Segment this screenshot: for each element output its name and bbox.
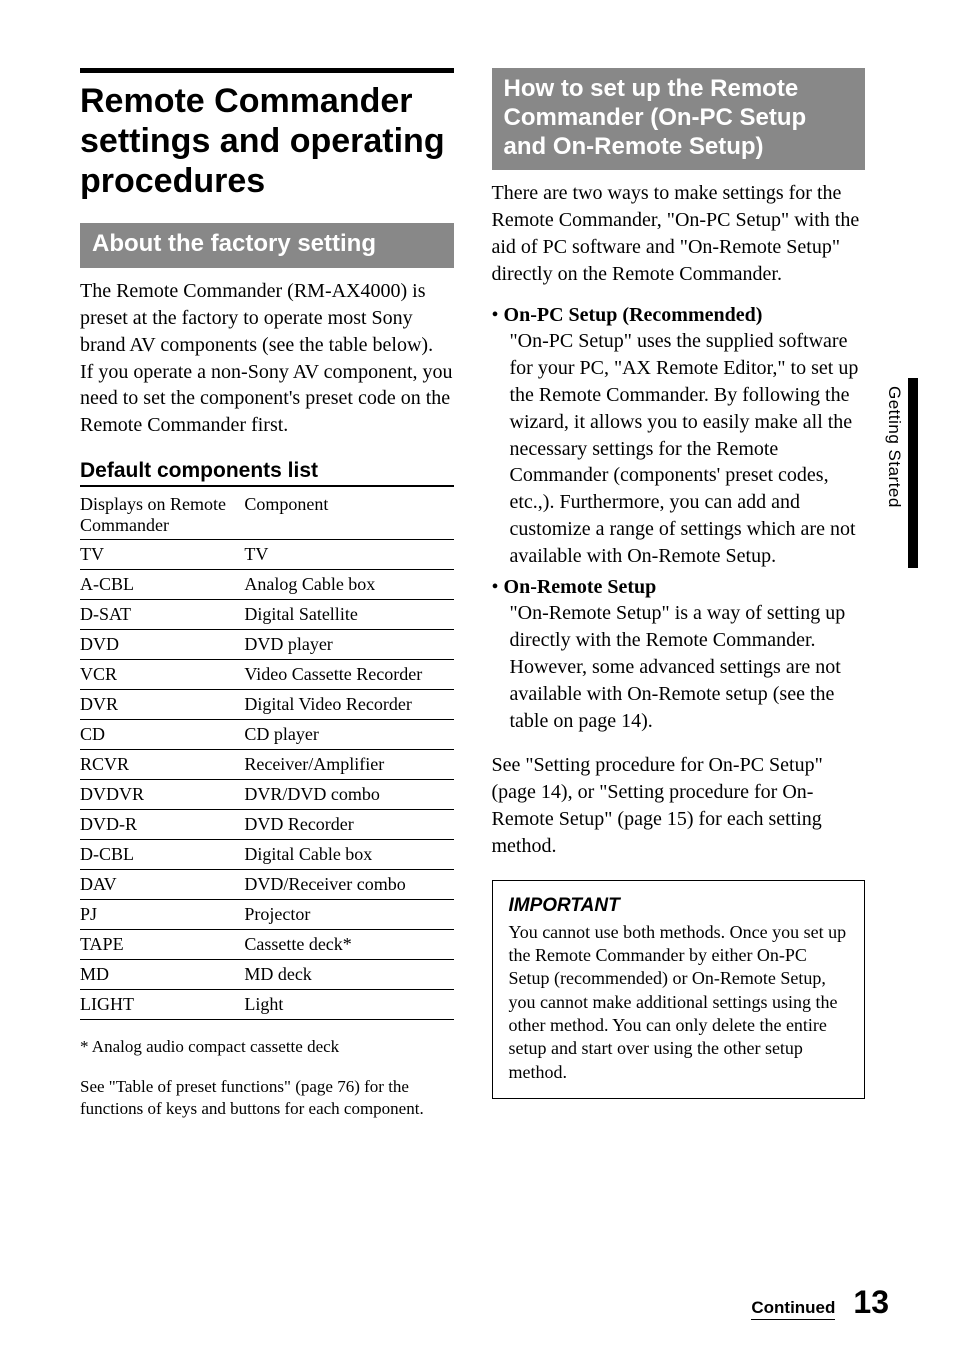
table-cell-component: CD player [244,719,453,749]
continued-label: Continued [751,1298,835,1320]
table-cell-component: Video Cassette Recorder [244,659,453,689]
table-row: TVTV [80,539,454,569]
title-rule [80,68,454,73]
table-cell-component: DVR/DVD combo [244,779,453,809]
bullet-on-remote-lead: On-Remote Setup [504,576,657,598]
main-title: Remote Commander settings and operating … [80,81,454,201]
table-cell-display: CD [80,719,244,749]
bullet-on-remote-body: "On-Remote Setup" is a way of setting up… [510,602,846,731]
table-cell-component: DVD Recorder [244,809,453,839]
table-cell-display: TV [80,539,244,569]
table-cell-component: TV [244,539,453,569]
table-cell-display: D-CBL [80,839,244,869]
table-cell-display: DAV [80,869,244,899]
table-row: VCRVideo Cassette Recorder [80,659,454,689]
table-cell-component: Receiver/Amplifier [244,749,453,779]
table-cell-component: Cassette deck* [244,929,453,959]
page-content: Remote Commander settings and operating … [80,68,889,1120]
bullet-on-remote: • On-Remote Setup "On-Remote Setup" is a… [492,574,866,735]
table-row: A-CBLAnalog Cable box [80,569,454,599]
setup-intro: There are two ways to make settings for … [492,180,866,287]
page-number: 13 [853,1284,889,1321]
table-row: DVRDigital Video Recorder [80,689,454,719]
table-row: D-CBLDigital Cable box [80,839,454,869]
side-tab: Getting Started [884,378,918,568]
table-cell-display: PJ [80,899,244,929]
footnote-see-table: See "Table of preset functions" (page 76… [80,1076,454,1120]
table-cell-component: Projector [244,899,453,929]
table-header-displays: Displays on Remote Commander [80,491,244,540]
table-row: PJProjector [80,899,454,929]
table-cell-display: DVD-R [80,809,244,839]
table-cell-component: DVD player [244,629,453,659]
important-body: You cannot use both methods. Once you se… [509,921,849,1085]
table-cell-component: MD deck [244,959,453,989]
table-cell-component: Digital Satellite [244,599,453,629]
table-cell-component: Analog Cable box [244,569,453,599]
table-cell-component: Digital Video Recorder [244,689,453,719]
table-cell-component: Digital Cable box [244,839,453,869]
setup-methods-list: • On-PC Setup (Recommended) "On-PC Setup… [492,302,866,735]
bullet-on-pc-body: "On-PC Setup" uses the supplied software… [510,330,859,566]
table-cell-component: Light [244,989,453,1019]
factory-setting-heading: About the factory setting [80,223,454,268]
page-footer: Continued 13 [751,1284,889,1321]
table-cell-display: A-CBL [80,569,244,599]
bullet-on-pc: • On-PC Setup (Recommended) "On-PC Setup… [492,302,866,570]
table-row: TAPECassette deck* [80,929,454,959]
table-cell-display: DVD [80,629,244,659]
table-row: DVDVRDVR/DVD combo [80,779,454,809]
table-row: DVD-RDVD Recorder [80,809,454,839]
table-cell-display: DVR [80,689,244,719]
important-box: IMPORTANT You cannot use both methods. O… [492,880,866,1100]
table-cell-display: LIGHT [80,989,244,1019]
table-cell-component: DVD/Receiver combo [244,869,453,899]
table-cell-display: RCVR [80,749,244,779]
table-cell-display: DVDVR [80,779,244,809]
footnote-asterisk: * Analog audio compact cassette deck [80,1036,454,1058]
table-cell-display: MD [80,959,244,989]
components-table: Displays on Remote Commander Component T… [80,491,454,1020]
table-cell-display: TAPE [80,929,244,959]
bullet-on-pc-lead: On-PC Setup (Recommended) [504,304,763,326]
left-column: Remote Commander settings and operating … [80,68,454,1120]
factory-setting-body: The Remote Commander (RM-AX4000) is pres… [80,278,454,439]
setup-heading: How to set up the Remote Commander (On-P… [492,68,866,170]
table-cell-display: D-SAT [80,599,244,629]
table-row: CDCD player [80,719,454,749]
see-setting-procedure: See "Setting procedure for On-PC Setup" … [492,752,866,859]
table-header-component: Component [244,491,453,540]
table-row: DVDDVD player [80,629,454,659]
table-row: D-SATDigital Satellite [80,599,454,629]
side-tab-label: Getting Started [884,378,904,508]
table-row: MDMD deck [80,959,454,989]
table-row: LIGHTLight [80,989,454,1019]
table-row: DAVDVD/Receiver combo [80,869,454,899]
default-components-heading: Default components list [80,459,454,487]
important-title: IMPORTANT [509,895,849,917]
side-tab-bar [908,378,918,568]
table-cell-display: VCR [80,659,244,689]
right-column: How to set up the Remote Commander (On-P… [492,68,890,1120]
table-row: RCVRReceiver/Amplifier [80,749,454,779]
